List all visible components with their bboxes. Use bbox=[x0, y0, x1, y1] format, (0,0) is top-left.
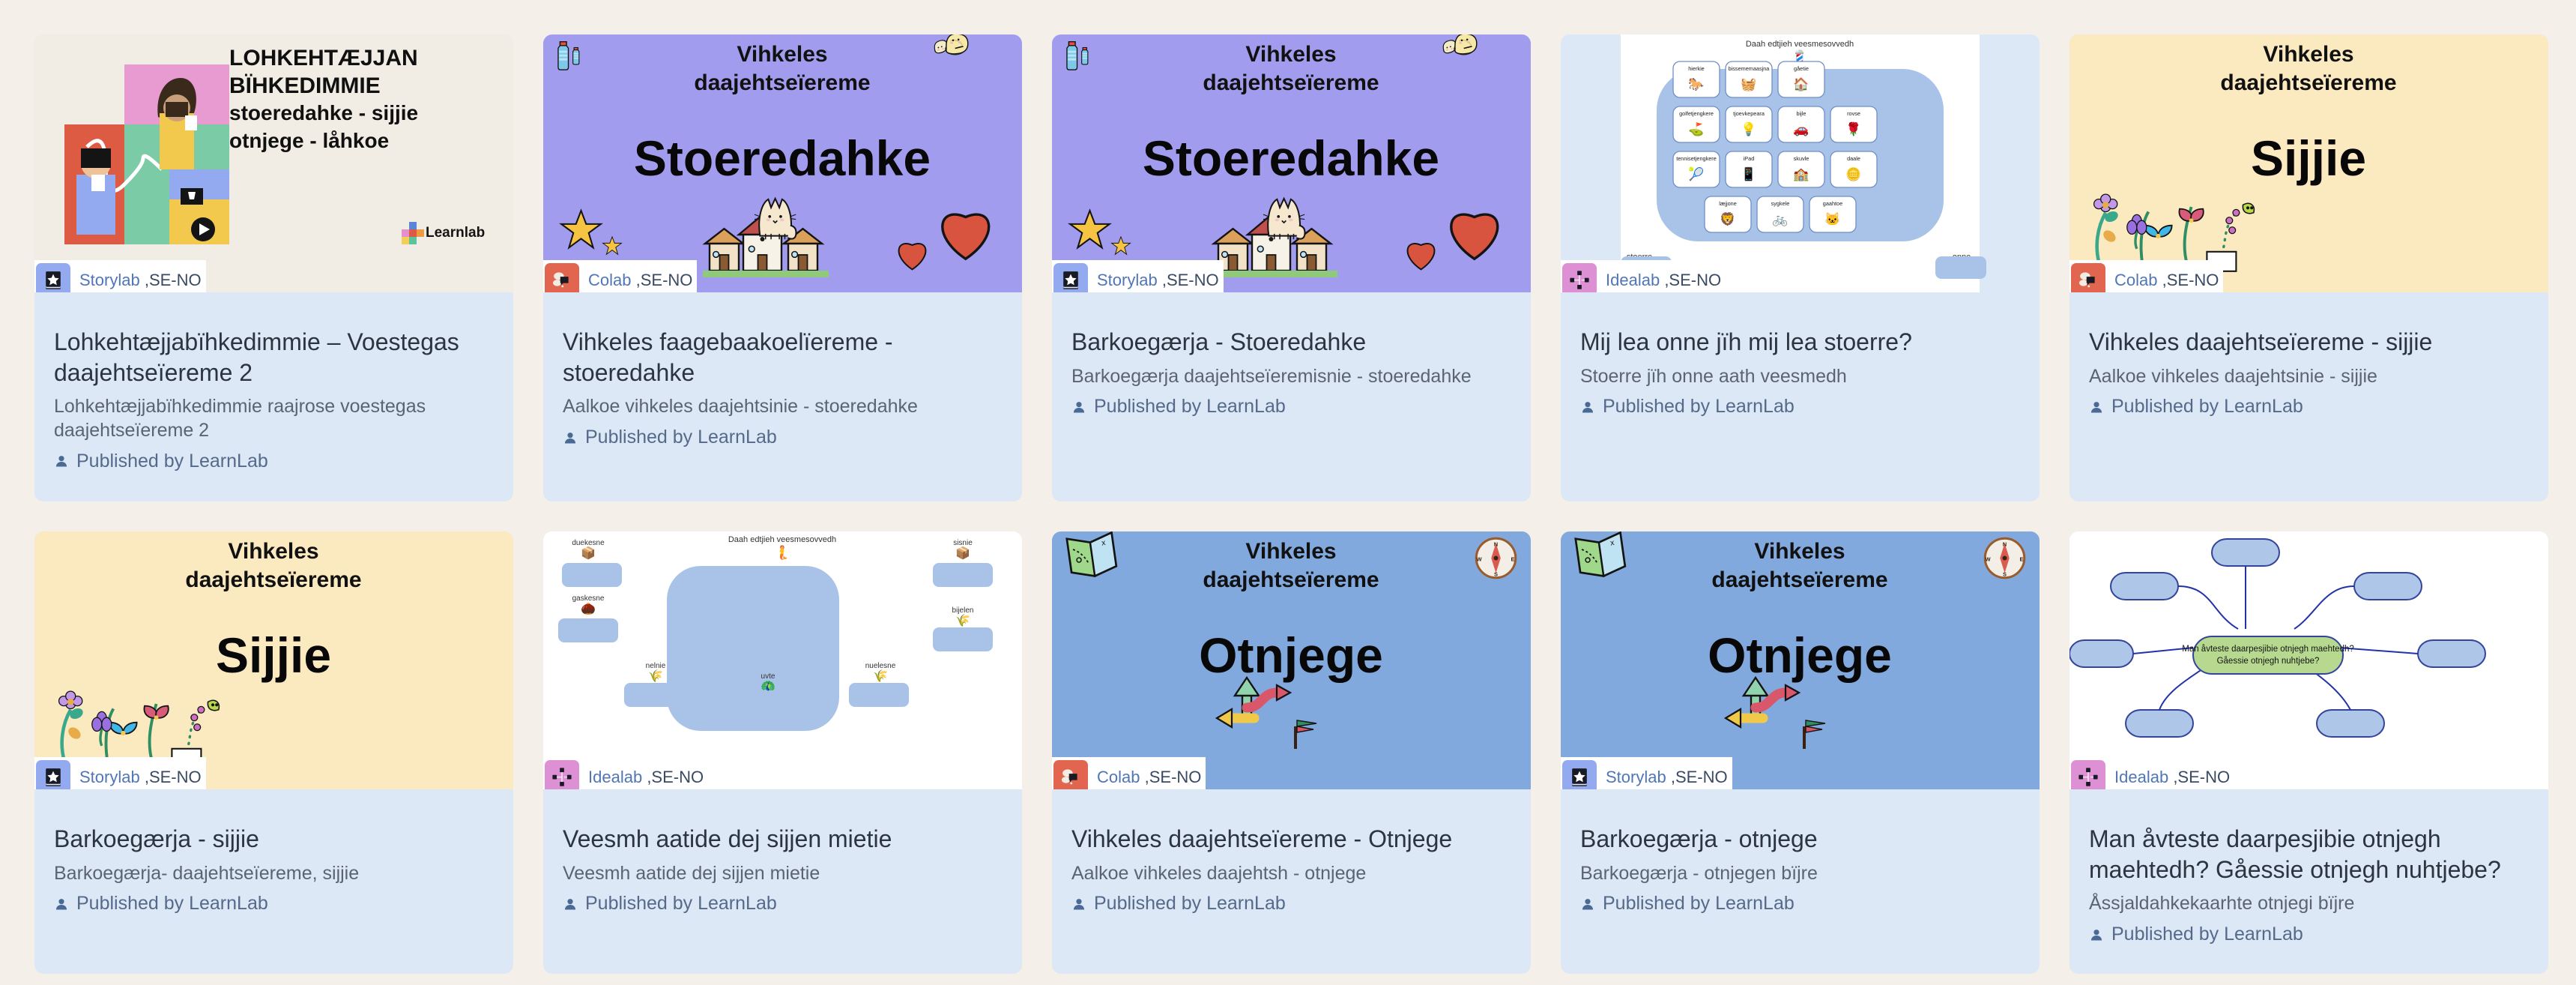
svg-text:uvte: uvte bbox=[761, 672, 775, 681]
svg-text:🧜: 🧜 bbox=[774, 544, 790, 561]
svg-text:tennisetjengkere: tennisetjengkere bbox=[1676, 155, 1717, 162]
svg-text:nuelesne: nuelesne bbox=[865, 662, 896, 670]
svg-text:🏫: 🏫 bbox=[1793, 167, 1809, 181]
svg-text:🌰: 🌰 bbox=[581, 602, 596, 615]
svg-text:sygkele: sygkele bbox=[1771, 200, 1790, 207]
svg-text:E: E bbox=[1511, 555, 1514, 562]
svg-text:Sijjie: Sijjie bbox=[2251, 130, 2366, 186]
svg-text:golfetjengkere: golfetjengkere bbox=[1679, 110, 1714, 117]
svg-text:daajehtseïereme: daajehtseïereme bbox=[2220, 70, 2396, 95]
svg-text:N: N bbox=[1494, 540, 1498, 547]
svg-text:daajehtseïereme: daajehtseïereme bbox=[694, 70, 870, 95]
svg-text:daajehtseïereme: daajehtseïereme bbox=[1203, 70, 1379, 95]
svg-text:🧺: 🧺 bbox=[1741, 77, 1756, 91]
svg-text:Stoeredahke: Stoeredahke bbox=[634, 130, 931, 186]
svg-text:🚲: 🚲 bbox=[1772, 212, 1788, 226]
svg-text:📱: 📱 bbox=[1741, 166, 1756, 181]
svg-text:daale: daale bbox=[1847, 155, 1860, 162]
svg-text:Vihkeles: Vihkeles bbox=[1754, 539, 1845, 564]
svg-text:daajehtseïereme: daajehtseïereme bbox=[1203, 567, 1379, 592]
svg-text:Gåessie otnjegh nuhtjebe?: Gåessie otnjegh nuhtjebe? bbox=[2217, 657, 2320, 666]
svg-text:bissememaasjna: bissememaasjna bbox=[1729, 65, 1771, 72]
svg-text:🌾: 🌾 bbox=[648, 669, 663, 683]
svg-text:E: E bbox=[2019, 555, 2023, 562]
svg-text:💡: 💡 bbox=[1741, 121, 1756, 136]
svg-text:hierkie: hierkie bbox=[1688, 65, 1705, 72]
svg-text:🪙: 🪙 bbox=[1845, 166, 1861, 181]
svg-text:Vihkeles: Vihkeles bbox=[1245, 539, 1336, 564]
svg-text:S: S bbox=[2003, 570, 2007, 577]
svg-text:Stoeredahke: Stoeredahke bbox=[1143, 130, 1439, 186]
svg-text:gaskesne: gaskesne bbox=[572, 594, 605, 603]
svg-text:🦚: 🦚 bbox=[761, 680, 775, 693]
svg-text:nelnie: nelnie bbox=[646, 662, 666, 670]
svg-text:tjoevkepeara: tjoevkepeara bbox=[1733, 110, 1765, 117]
svg-text:Learnlab: Learnlab bbox=[426, 225, 485, 241]
svg-text:læjjone: læjjone bbox=[1719, 200, 1737, 207]
svg-text:Otnjege: Otnjege bbox=[1708, 627, 1892, 683]
svg-text:🌹: 🌹 bbox=[1845, 121, 1861, 136]
svg-text:Daah edtjieh veesmesovvedh: Daah edtjieh veesmesovvedh bbox=[728, 535, 836, 544]
svg-text:daajehtseïereme: daajehtseïereme bbox=[185, 567, 361, 592]
svg-text:🌾: 🌾 bbox=[873, 669, 888, 683]
svg-text:W: W bbox=[1985, 555, 1991, 562]
svg-text:rovse: rovse bbox=[1847, 110, 1860, 117]
svg-text:🦁: 🦁 bbox=[1720, 211, 1735, 226]
svg-text:gaahtoe: gaahtoe bbox=[1823, 200, 1842, 207]
svg-text:🚗: 🚗 bbox=[1793, 122, 1809, 136]
svg-text:N: N bbox=[2003, 540, 2007, 547]
svg-text:daajehtseïereme: daajehtseïereme bbox=[1711, 567, 1887, 592]
svg-text:🐎: 🐎 bbox=[1688, 77, 1704, 91]
svg-text:iPad: iPad bbox=[1744, 155, 1755, 162]
svg-text:Vihkeles: Vihkeles bbox=[737, 42, 827, 67]
svg-text:🏠: 🏠 bbox=[1793, 77, 1809, 91]
svg-text:🎾: 🎾 bbox=[1688, 166, 1704, 181]
svg-text:Sijjie: Sijjie bbox=[216, 627, 331, 683]
svg-text:sisnie: sisnie bbox=[953, 539, 973, 547]
svg-text:S: S bbox=[1494, 570, 1498, 577]
svg-text:duekesne: duekesne bbox=[572, 539, 605, 547]
svg-text:gåetie: gåetie bbox=[1794, 65, 1809, 72]
svg-text:📦: 📦 bbox=[581, 546, 596, 560]
svg-text:bijle: bijle bbox=[1797, 110, 1806, 117]
svg-text:Vihkeles: Vihkeles bbox=[2263, 42, 2353, 67]
svg-text:Otnjege: Otnjege bbox=[1199, 627, 1383, 683]
svg-text:🐱: 🐱 bbox=[1824, 212, 1840, 226]
svg-text:Daah edtjieh veesmesovvedh: Daah edtjieh veesmesovvedh bbox=[1746, 40, 1854, 49]
svg-text:bijelen: bijelen bbox=[952, 606, 974, 615]
svg-text:🌾: 🌾 bbox=[955, 614, 970, 627]
svg-text:Vihkeles: Vihkeles bbox=[228, 539, 318, 564]
svg-text:skuvle: skuvle bbox=[1794, 155, 1809, 162]
svg-text:Vihkeles: Vihkeles bbox=[1245, 42, 1336, 67]
svg-text:⛳: ⛳ bbox=[1688, 121, 1704, 137]
svg-text:W: W bbox=[1476, 555, 1482, 562]
svg-text:Man åvteste daarpesjibie otnje: Man åvteste daarpesjibie otnjegh maehted… bbox=[2182, 645, 2354, 654]
svg-text:📦: 📦 bbox=[955, 546, 970, 560]
